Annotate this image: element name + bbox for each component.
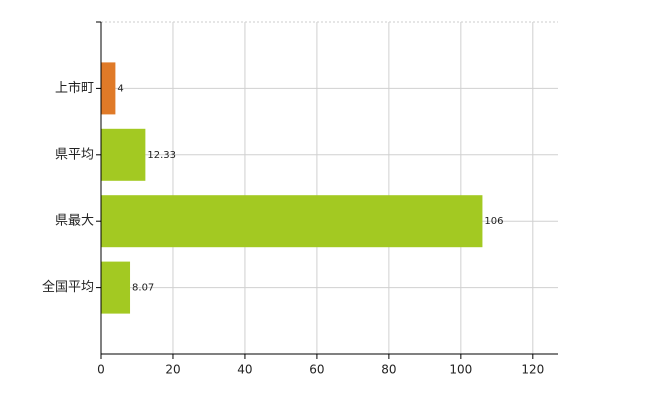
y-tick-label: 県最大: [55, 214, 94, 229]
x-tick-label: 40: [237, 363, 252, 377]
y-tick-label: 県平均: [55, 147, 94, 162]
bar: [101, 128, 146, 181]
value-label: 106: [484, 216, 503, 227]
x-tick-label: 0: [97, 363, 105, 377]
bar: [101, 62, 116, 115]
x-tick-label: 100: [449, 363, 472, 377]
y-tick-label: 全国平均: [42, 279, 94, 295]
x-tick-label: 80: [381, 363, 396, 377]
value-label: 12.33: [147, 150, 176, 161]
x-tick-label: 60: [309, 363, 324, 377]
bar: [101, 195, 483, 248]
value-label: 8.07: [132, 283, 154, 294]
bar: [101, 261, 131, 314]
value-label: 4: [117, 83, 123, 94]
x-tick-label: 20: [165, 363, 180, 377]
y-tick-label: 上市町: [55, 80, 94, 96]
x-tick-label: 120: [521, 363, 544, 377]
